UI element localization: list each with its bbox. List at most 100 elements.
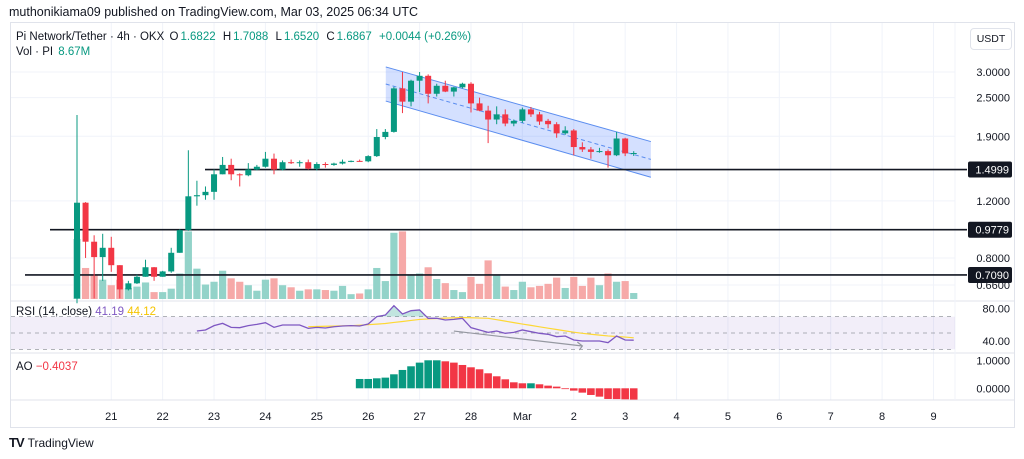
symbol-title[interactable]: Pi Network/Tether · 4h · OKX <box>16 31 165 43</box>
ao-bar <box>510 382 518 389</box>
candle-body <box>270 158 277 170</box>
volume-bar <box>535 285 544 299</box>
volume-bar <box>210 281 218 299</box>
volume-bar <box>313 289 321 299</box>
volume-bar <box>578 285 586 299</box>
close-label: C <box>326 31 335 43</box>
open-value: 1.6822 <box>180 31 216 43</box>
candle-body <box>322 164 329 166</box>
volume-bar <box>347 294 355 299</box>
time-axis-label: 9 <box>930 411 936 423</box>
volume-bar <box>356 293 364 299</box>
candle-body <box>536 114 543 122</box>
candle-body <box>159 271 166 277</box>
channel-lower-line <box>385 100 651 178</box>
candle-body <box>433 85 440 94</box>
level-price-badge <box>968 221 1012 238</box>
candle-body <box>133 276 140 284</box>
volume-bar <box>321 290 329 299</box>
ao-bar <box>535 384 544 389</box>
ao-legend: AO −0.4037 <box>16 361 78 373</box>
ao-bar <box>501 379 510 389</box>
ao-axis-label: 0.0000 <box>976 383 1010 395</box>
ao-bar <box>355 378 364 389</box>
volume-bar <box>176 273 184 299</box>
candle-body <box>459 83 466 88</box>
tradingview-logo-icon: TV <box>9 435 25 450</box>
time-axis-label: 2 <box>571 411 577 423</box>
rsi-label[interactable]: RSI (14, close) <box>16 306 93 318</box>
volume-value: 8.67M <box>58 46 91 58</box>
volume-bar <box>133 286 141 299</box>
ao-value: −0.4037 <box>35 361 78 373</box>
change-value: +0.0044 (+0.26%) <box>379 31 472 43</box>
candle-body <box>570 130 577 148</box>
channel-mid-line <box>385 83 651 160</box>
candle-body <box>313 164 320 169</box>
publisher-line: muthonikiama09 published on TradingView.… <box>9 5 419 19</box>
rsi-axis-label: 40.00 <box>982 336 1010 348</box>
candle-body <box>82 202 89 242</box>
volume-bar <box>141 282 150 299</box>
tradingview-logo-text: TradingView <box>27 435 94 450</box>
level-price-label: 1.4999 <box>975 165 1009 177</box>
volume-bar <box>604 273 612 299</box>
currency-button[interactable]: USDT <box>970 28 1012 50</box>
candle-body <box>630 153 637 155</box>
volume-bar <box>278 285 287 299</box>
time-axis-label: 4 <box>673 411 679 423</box>
ao-bar <box>569 388 578 391</box>
rsi-value: 41.19 <box>95 306 125 318</box>
candle-body <box>348 160 355 162</box>
volume-bar <box>570 276 578 299</box>
candle-body <box>185 196 192 231</box>
symbol-legend: Pi Network/Tether · 4h · OKX O 1.6822 H 1.… <box>16 30 473 60</box>
volume-bar <box>304 289 312 299</box>
price-axis-label: 1.2000 <box>976 196 1010 208</box>
ao-bar <box>587 388 595 395</box>
rsi-axis-label: 80.00 <box>982 303 1010 315</box>
volume-label[interactable]: Vol · PI <box>16 46 54 58</box>
ao-bar <box>390 374 398 389</box>
ao-bar <box>578 388 587 393</box>
volume-bar <box>373 267 381 299</box>
volume-bar <box>612 281 621 299</box>
ao-bar <box>621 388 629 400</box>
candle-body <box>211 174 218 192</box>
ao-bar <box>518 383 527 389</box>
candle-body <box>253 166 260 170</box>
candle-body <box>219 164 226 175</box>
ao-bar <box>424 360 432 389</box>
price-axis-label: 3.0000 <box>976 67 1010 79</box>
ao-bar <box>629 388 638 400</box>
ao-label[interactable]: AO <box>16 361 33 373</box>
volume-bar <box>364 289 372 299</box>
ao-bar <box>467 367 475 389</box>
candle-body <box>116 265 123 290</box>
candle-body <box>425 75 432 94</box>
volume-bar <box>338 285 347 299</box>
time-axis-label: 7 <box>828 411 834 423</box>
time-axis-label: 8 <box>879 411 885 423</box>
rsi-ma-value: 44.12 <box>127 306 157 318</box>
candle-body <box>176 230 183 253</box>
rsi-overbought-fill <box>196 305 634 317</box>
low-label: L <box>275 31 282 43</box>
candle-body <box>399 88 406 102</box>
candle-body <box>91 241 98 258</box>
ao-bar <box>612 388 621 400</box>
ao-bar <box>450 362 458 389</box>
volume-bar <box>296 290 304 299</box>
volume-bar <box>510 290 518 299</box>
volume-bar <box>475 283 484 299</box>
volume-bar <box>553 277 561 299</box>
time-axis-label: 26 <box>362 411 374 423</box>
candle-body <box>99 247 106 258</box>
volume-bar <box>270 278 278 299</box>
volume-bar <box>81 267 90 299</box>
volume-bar <box>107 285 115 299</box>
volume-bar <box>184 231 192 299</box>
candle-body <box>408 80 415 102</box>
level-price-badge <box>968 161 1012 178</box>
